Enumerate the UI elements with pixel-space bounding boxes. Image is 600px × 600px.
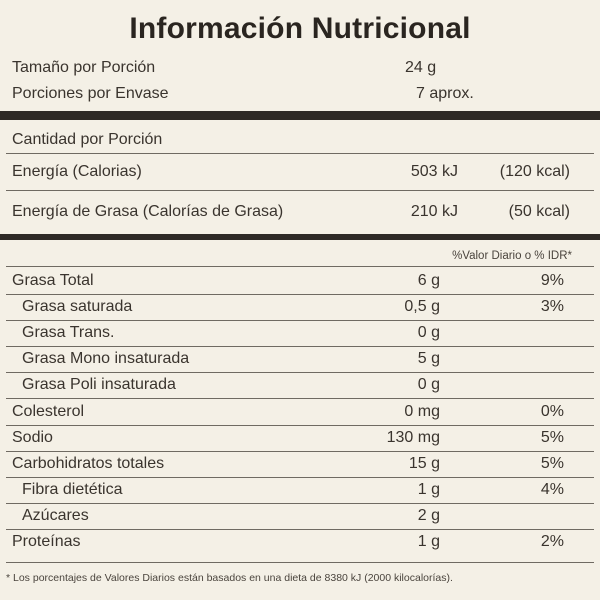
divider-thin	[6, 153, 594, 154]
nutrient-label: Grasa Trans.	[22, 324, 115, 341]
serving-size-label: Tamaño por Porción	[12, 59, 156, 76]
divider-thin	[6, 190, 594, 191]
nutrient-amount: 2 g	[417, 507, 440, 524]
servings-per-container-label: Porciones por Envase	[12, 85, 169, 102]
fat-calories-row: Energía de Grasa (Calorías de Grasa) 210…	[0, 200, 600, 224]
nutrient-daily-value: 5%	[540, 455, 564, 472]
divider-thin	[6, 294, 594, 295]
divider-thin	[6, 398, 594, 399]
nutrient-label: Grasa Poli insaturada	[22, 376, 176, 393]
nutrient-label: Grasa Mono insaturada	[22, 350, 190, 367]
nutrient-row: Carbohidratos totales 15 g 5%	[0, 452, 600, 476]
divider-thin	[6, 346, 594, 347]
divider-thin	[6, 529, 594, 530]
nutrient-row: Azúcares 2 g	[0, 504, 600, 528]
divider-thick	[0, 234, 600, 240]
nutrient-daily-value: 4%	[540, 481, 564, 498]
divider-thin	[6, 562, 594, 563]
nutrient-daily-value: 5%	[540, 429, 564, 446]
nutrient-amount: 5 g	[417, 350, 440, 367]
nutrient-daily-value: 2%	[540, 533, 564, 550]
fat-calories-kcal: (50 kcal)	[508, 203, 570, 220]
calories-label: Energía (Calorias)	[12, 163, 142, 180]
nutrient-row: Grasa Mono insaturada 5 g	[0, 347, 600, 371]
divider-thin	[6, 477, 594, 478]
serving-size-row: Tamaño por Porción 24 g	[0, 56, 600, 80]
nutrient-label: Proteínas	[12, 533, 81, 550]
calories-row: Energía (Calorias) 503 kJ (120 kcal)	[0, 160, 600, 184]
nutrient-amount: 130 mg	[386, 429, 440, 446]
nutrient-amount: 0 g	[417, 324, 440, 341]
nutrient-row: Grasa saturada 0,5 g 3%	[0, 295, 600, 319]
amount-per-serving-label: Cantidad por Porción	[12, 131, 163, 148]
divider-thin	[6, 425, 594, 426]
divider-thick	[0, 111, 600, 120]
servings-per-container-row: Porciones por Envase 7 aprox.	[0, 82, 600, 106]
footnote: * Los porcentajes de Valores Diarios est…	[6, 572, 453, 584]
nutrient-amount: 15 g	[408, 455, 440, 472]
nutrient-daily-value: 9%	[540, 272, 564, 289]
calories-kj: 503 kJ	[410, 163, 458, 180]
divider-thin	[6, 372, 594, 373]
nutrient-row: Grasa Trans. 0 g	[0, 321, 600, 345]
nutrient-row: Proteínas 1 g 2%	[0, 530, 600, 554]
divider-thin	[6, 266, 594, 267]
nutrient-label: Grasa Total	[12, 272, 94, 289]
nutrient-label: Carbohidratos totales	[12, 455, 165, 472]
nutrition-title: Información Nutricional	[129, 12, 471, 45]
nutrient-label: Azúcares	[22, 507, 89, 524]
nutrient-amount: 1 g	[417, 481, 440, 498]
nutrient-row: Fibra dietética 1 g 4%	[0, 478, 600, 502]
fat-calories-kj: 210 kJ	[410, 203, 458, 220]
nutrient-row: Grasa Poli insaturada 0 g	[0, 373, 600, 397]
nutrient-amount: 6 g	[417, 272, 440, 289]
servings-per-container-value: 7 aprox.	[416, 85, 474, 102]
nutrient-label: Fibra dietética	[22, 481, 123, 498]
nutrient-label: Grasa saturada	[22, 298, 133, 315]
divider-thin	[6, 503, 594, 504]
nutrient-label: Colesterol	[12, 403, 85, 420]
amount-per-serving-row: Cantidad por Porción	[0, 128, 600, 152]
nutrient-amount: 0,5 g	[404, 298, 440, 315]
nutrient-row: Colesterol 0 mg 0%	[0, 400, 600, 424]
serving-size-value: 24 g	[405, 59, 437, 76]
daily-value-header: %Valor Diario o % IDR*	[452, 250, 572, 262]
nutrient-amount: 0 g	[417, 376, 440, 393]
nutrient-amount: 0 mg	[404, 403, 440, 420]
nutrient-row: Sodio 130 mg 5%	[0, 426, 600, 450]
divider-thin	[6, 320, 594, 321]
nutrient-amount: 1 g	[417, 533, 440, 550]
nutrient-daily-value: 0%	[540, 403, 564, 420]
nutrient-label: Sodio	[12, 429, 53, 446]
calories-kcal: (120 kcal)	[499, 163, 570, 180]
nutrient-daily-value: 3%	[540, 298, 564, 315]
fat-calories-label: Energía de Grasa (Calorías de Grasa)	[12, 203, 284, 220]
nutrient-row: Grasa Total 6 g 9%	[0, 269, 600, 293]
divider-thin	[6, 451, 594, 452]
